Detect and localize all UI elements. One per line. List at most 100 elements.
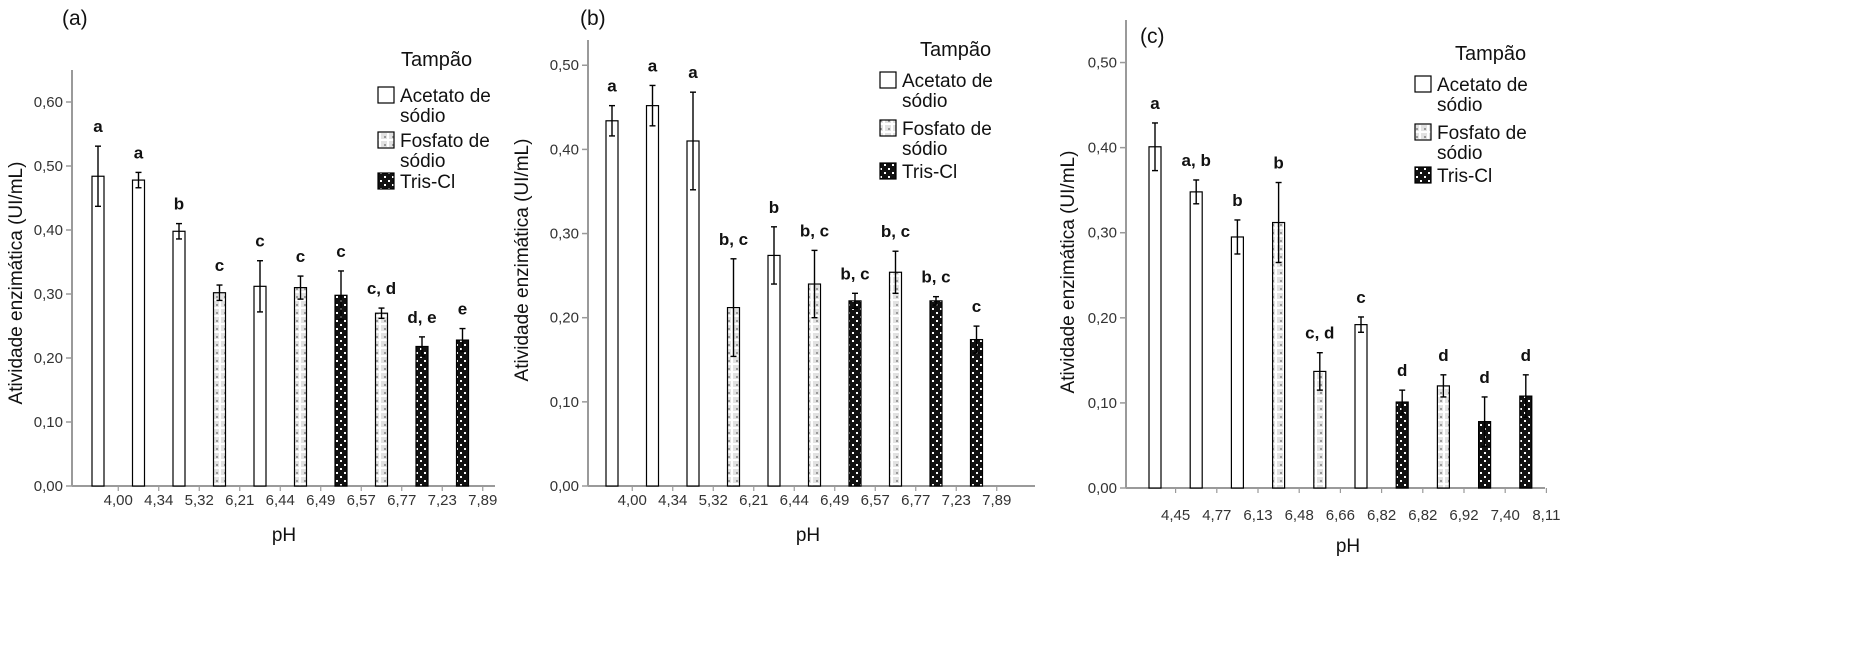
x-tick-label: 7,40 xyxy=(1491,507,1520,524)
significance-label: c xyxy=(215,256,224,275)
legend-label-acetato: Acetato de xyxy=(1437,75,1528,96)
bar-tris xyxy=(969,338,984,487)
significance-label: d xyxy=(1397,361,1407,380)
bar-acetato xyxy=(1148,146,1162,489)
legend-label-acetato: Acetato de xyxy=(400,86,491,107)
x-tick-label: 7,89 xyxy=(982,492,1011,509)
significance-label: b xyxy=(1273,154,1283,173)
x-tick-label: 6,82 xyxy=(1408,507,1437,524)
y-tick-label: 0,60 xyxy=(34,94,63,111)
x-tick-label: 6,57 xyxy=(347,492,376,509)
legend-title: Tampão xyxy=(1455,43,1526,65)
y-tick-label: 0,40 xyxy=(34,222,63,239)
legend-swatch-tris xyxy=(1414,166,1432,184)
legend-swatch-tris xyxy=(377,172,395,190)
bar-acetato xyxy=(1230,236,1245,489)
panel-label: (a) xyxy=(62,7,88,30)
y-tick-label: 0,50 xyxy=(550,57,579,74)
bar-acetato xyxy=(172,230,186,487)
x-tick-label: 6,44 xyxy=(266,492,295,509)
x-tick-label: 6,13 xyxy=(1243,507,1272,524)
y-axis-title: Atividade enzimática (UI/mL) xyxy=(6,162,27,405)
y-axis-title: Atividade enzimática (UI/mL) xyxy=(1058,151,1079,394)
significance-label: c xyxy=(336,242,345,261)
y-tick-label: 0,10 xyxy=(1088,395,1117,412)
x-tick-label: 6,77 xyxy=(387,492,416,509)
x-tick-label: 4,45 xyxy=(1161,507,1190,524)
legend-label-fosfato: Fosfato de xyxy=(902,119,992,140)
x-tick-label: 4,77 xyxy=(1202,507,1231,524)
panel-label: (b) xyxy=(580,7,606,30)
legend-swatch-fosfato xyxy=(879,119,897,137)
significance-label: c, d xyxy=(1305,324,1334,343)
significance-label: d xyxy=(1521,346,1531,365)
x-tick-label: 8,11 xyxy=(1532,507,1560,524)
x-axis-title: pH xyxy=(1336,536,1360,557)
y-tick-label: 0,40 xyxy=(550,141,579,158)
x-tick-label: 4,34 xyxy=(144,492,173,509)
significance-label: a xyxy=(1150,94,1160,113)
significance-label: c xyxy=(255,232,264,251)
x-tick-label: 7,23 xyxy=(942,492,971,509)
x-tick-label: 7,89 xyxy=(468,492,497,509)
y-tick-label: 0,40 xyxy=(1088,140,1117,157)
legend-title: Tampão xyxy=(920,39,991,61)
bar-fosfato xyxy=(293,287,308,487)
bar-tris xyxy=(1395,401,1409,489)
chart-panel-1: (a) 0,00 0,10 0,20 0,30 0,40 0,50 0,60 Atividade… xyxy=(6,7,497,546)
bar-fosfato xyxy=(1436,385,1451,489)
x-tick-label: 5,32 xyxy=(699,492,728,509)
panel-label: (c) xyxy=(1140,25,1165,48)
significance-label: a xyxy=(93,117,103,136)
legend-label-tris: Tris-Cl xyxy=(902,162,957,183)
x-tick-label: 7,23 xyxy=(428,492,457,509)
y-tick-label: 0,30 xyxy=(1088,225,1117,242)
y-axis-title: Atividade enzimática (UI/mL) xyxy=(512,139,533,382)
legend-label-acetato: Acetato de xyxy=(902,71,993,92)
x-tick-label: 6,77 xyxy=(901,492,930,509)
y-tick-label: 0,50 xyxy=(1088,55,1117,72)
x-tick-label: 6,49 xyxy=(306,492,335,509)
bar-acetato xyxy=(91,175,105,487)
x-tick-label: 6,92 xyxy=(1449,507,1478,524)
legend-label-fosfato: Fosfato de xyxy=(1437,123,1527,144)
bar-acetato xyxy=(767,254,781,487)
legend-label-acetato: sódio xyxy=(400,106,445,127)
x-tick-label: 6,49 xyxy=(820,492,849,509)
x-tick-label: 6,48 xyxy=(1285,507,1314,524)
significance-label: c xyxy=(296,247,305,266)
significance-label: d, e xyxy=(407,308,436,327)
legend-label-tris: Tris-Cl xyxy=(1437,166,1492,187)
legend-label-fosfato: Fosfato de xyxy=(400,131,490,152)
legend-label-fosfato: sódio xyxy=(902,139,947,160)
significance-label: d xyxy=(1479,368,1489,387)
bar-acetato xyxy=(1354,324,1368,489)
chart-panel-2: (b) 0,00 0,10 0,20 0,30 0,40 0,50 Atividade enz… xyxy=(512,7,1035,546)
x-tick-label: 4,34 xyxy=(658,492,687,509)
significance-label: b, c xyxy=(921,268,950,287)
legend-label-fosfato: sódio xyxy=(400,151,445,172)
significance-label: a, b xyxy=(1182,151,1211,170)
legend-label-acetato: sódio xyxy=(902,91,947,112)
bar-acetato xyxy=(605,120,619,487)
y-tick-label: 0,00 xyxy=(1088,480,1117,497)
bar-fosfato xyxy=(888,271,903,487)
y-tick-label: 0,00 xyxy=(550,478,579,495)
legend-label-tris: Tris-Cl xyxy=(400,172,455,193)
significance-label: c, d xyxy=(367,279,396,298)
significance-label: b, c xyxy=(840,264,869,283)
bar-tris xyxy=(929,300,943,487)
significance-label: a xyxy=(688,63,698,82)
x-tick-label: 6,66 xyxy=(1326,507,1355,524)
significance-label: b xyxy=(174,195,184,214)
x-tick-label: 6,57 xyxy=(861,492,890,509)
y-tick-label: 0,10 xyxy=(550,394,579,411)
significance-label: b, c xyxy=(719,230,748,249)
significance-label: a xyxy=(134,143,144,162)
legend-label-acetato: sódio xyxy=(1437,95,1482,116)
legend-swatch-acetato xyxy=(377,86,395,104)
y-tick-label: 0,30 xyxy=(550,226,579,243)
